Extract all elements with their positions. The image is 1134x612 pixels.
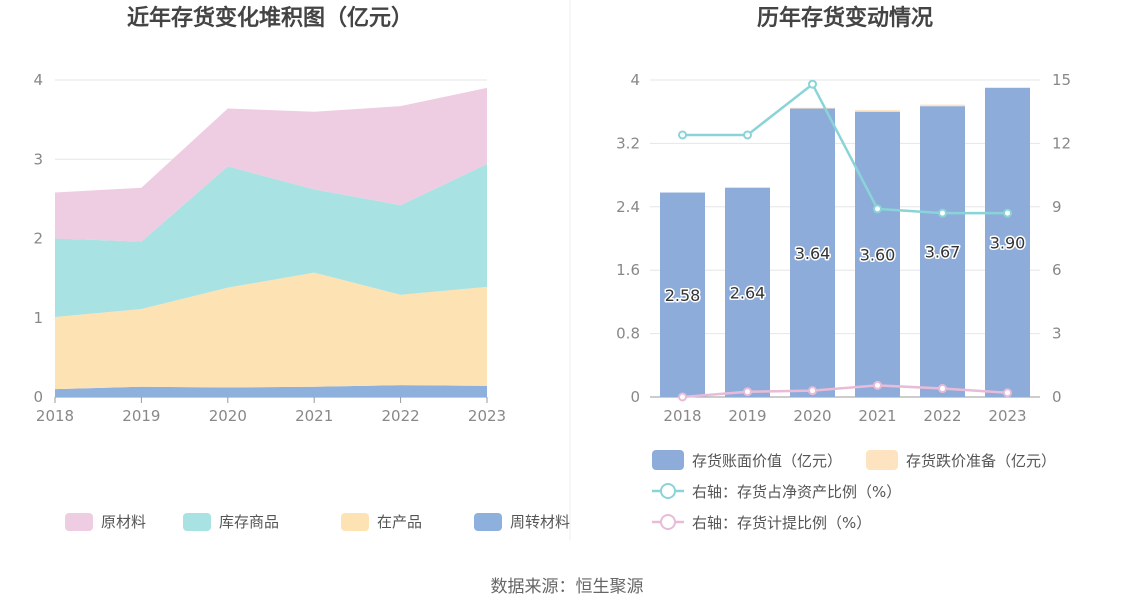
left-y-axis: 0 1 2 3 4 <box>33 71 43 406</box>
line-point <box>1003 388 1012 398</box>
bar-line-chart: 历年存货变动情况 2.58 2.64 3.64 3.60 3.67 3.90 0 0.8 1.… <box>616 5 1071 532</box>
right-y2-tick-label: 9 <box>1052 198 1062 216</box>
bar-book-value <box>660 192 705 397</box>
legend-label-库存商品: 库存商品 <box>219 513 279 531</box>
bar-impairment <box>920 104 965 107</box>
legend-label-bar: 存货跌价准备（亿元） <box>906 452 1056 470</box>
bar-data-label: 2.58 <box>665 286 701 305</box>
right-x-tick-label: 2018 <box>663 407 701 425</box>
left-y-tick-label: 0 <box>33 388 43 406</box>
area-库存商品 <box>55 164 487 317</box>
legend-swatch-bar <box>866 450 898 470</box>
legend-label-周转材料: 周转材料 <box>510 513 570 531</box>
left-y-tick-label: 2 <box>33 230 43 248</box>
right-bar-labels: 2.58 2.64 3.64 3.60 3.67 3.90 <box>663 232 1027 306</box>
area-原材料 <box>55 87 487 242</box>
left-chart-title: 近年存货变化堆积图（亿元） <box>127 5 413 31</box>
bar-data-label: 3.67 <box>925 243 961 262</box>
legend-label-line: 右轴：存货占净资产比例（%） <box>692 483 901 501</box>
bar-impairment <box>790 107 835 109</box>
area-在产品 <box>55 272 487 390</box>
bar-data-label: 3.90 <box>990 233 1026 252</box>
legend-swatch-在产品 <box>341 513 369 531</box>
legend-label-bar: 存货账面价值（亿元） <box>692 452 842 470</box>
line-右轴：存货计提比例（%） <box>682 384 1008 399</box>
right-y-tick-label: 4 <box>630 71 640 89</box>
left-x-tick-label: 2018 <box>36 407 74 425</box>
line-point <box>938 384 947 394</box>
right-y-tick-label: 0.8 <box>616 325 640 343</box>
bar-data-label: 3.60 <box>860 245 896 264</box>
right-y2-tick-label: 0 <box>1052 388 1062 406</box>
right-x-axis: 2018 2019 2020 2021 2022 2023 <box>663 407 1026 425</box>
right-y-tick-label: 1.6 <box>616 261 640 279</box>
line-point <box>938 208 947 218</box>
legend-swatch-周转材料 <box>474 513 502 531</box>
bar-book-value <box>985 87 1030 398</box>
line-point <box>743 387 752 397</box>
bar-impairment <box>855 110 900 112</box>
right-y-tick-label: 3.2 <box>616 134 640 152</box>
right-x-tick-label: 2023 <box>988 407 1026 425</box>
legend-label-在产品: 在产品 <box>377 513 422 531</box>
left-x-tick-label: 2021 <box>295 407 333 425</box>
left-x-tick-label: 2023 <box>468 407 506 425</box>
right-grid <box>650 79 1040 398</box>
left-y-tick-label: 3 <box>33 150 43 168</box>
legend-label-line: 右轴：存货计提比例（%） <box>692 514 871 532</box>
line-右轴：存货占净资产比例（%） <box>682 82 1008 215</box>
legend-swatch-bar <box>652 450 684 470</box>
bar-book-value <box>790 108 835 397</box>
right-y2-tick-label: 6 <box>1052 261 1062 279</box>
line-point <box>678 130 687 140</box>
right-bars <box>660 87 1030 398</box>
right-y-tick-label: 0 <box>630 388 640 406</box>
bar-data-label: 3.64 <box>795 244 831 263</box>
bar-book-value <box>920 106 965 397</box>
bar-book-value <box>855 111 900 397</box>
left-legend: 原材料 库存商品 在产品 周转材料 <box>65 513 570 531</box>
line-point <box>873 380 882 390</box>
right-y-tick-label: 2.4 <box>616 198 640 216</box>
left-x-tick-label: 2019 <box>122 407 160 425</box>
bar-data-label: 2.64 <box>730 283 766 302</box>
line-point <box>808 79 817 89</box>
bar-impairment <box>985 87 1030 88</box>
right-x-tick-label: 2020 <box>793 407 831 425</box>
line-point <box>743 130 752 140</box>
line-point <box>1003 208 1012 218</box>
right-chart-title: 历年存货变动情况 <box>757 5 933 31</box>
right-y2-tick-label: 3 <box>1052 325 1062 343</box>
right-legend: 存货账面价值（亿元） 存货跌价准备（亿元） 右轴：存货占净资产比例（%） 右轴：存货计… <box>652 450 1056 532</box>
bar-book-value <box>725 187 770 397</box>
bar-impairment <box>725 186 770 188</box>
line-point <box>808 386 817 396</box>
left-x-tick-label: 2020 <box>209 407 247 425</box>
line-point <box>873 204 882 214</box>
right-y-axis-right: 0 3 6 9 12 15 <box>1052 71 1071 406</box>
left-areas <box>55 87 487 397</box>
left-x-axis: 2018 2019 2020 2021 2022 2023 <box>36 397 506 425</box>
right-y-axis-left: 0 0.8 1.6 2.4 3.2 4 <box>616 71 640 406</box>
legend-swatch-库存商品 <box>183 513 211 531</box>
right-lines <box>678 79 1012 402</box>
left-y-tick-label: 1 <box>33 309 43 327</box>
right-x-tick-label: 2021 <box>858 407 896 425</box>
legend-swatch-marker <box>660 483 676 499</box>
stacked-area-chart: 近年存货变化堆积图（亿元） 0 1 2 3 4 2018 2019 2020 2021 2022… <box>33 5 570 531</box>
area-周转材料 <box>55 385 487 397</box>
legend-label-原材料: 原材料 <box>101 513 146 531</box>
right-y2-tick-label: 15 <box>1052 71 1071 89</box>
legend-swatch-原材料 <box>65 513 93 531</box>
left-x-tick-label: 2022 <box>382 407 420 425</box>
right-y2-tick-label: 12 <box>1052 134 1071 152</box>
right-x-tick-label: 2019 <box>728 407 766 425</box>
source-note: 数据来源：恒生聚源 <box>491 577 644 597</box>
line-point <box>678 392 687 402</box>
right-x-tick-label: 2022 <box>923 407 961 425</box>
legend-swatch-marker <box>660 514 676 530</box>
left-y-tick-label: 4 <box>33 71 43 89</box>
